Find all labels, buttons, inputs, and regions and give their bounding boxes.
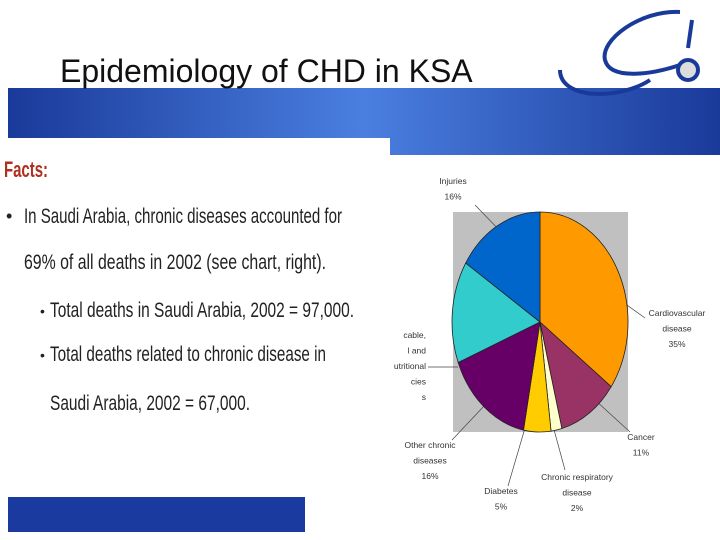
pie-slice xyxy=(539,211,629,388)
slice-label: cable, xyxy=(403,330,426,340)
slice-label: cies xyxy=(411,377,426,387)
fact-line: In Saudi Arabia, chronic diseases accoun… xyxy=(24,205,342,228)
content-area xyxy=(0,138,390,498)
pie-slice xyxy=(539,320,612,430)
pie-slice xyxy=(465,211,541,323)
slice-label: disease xyxy=(562,488,592,498)
slice-label: Other chronic xyxy=(404,440,456,450)
leader-lines xyxy=(428,204,646,487)
value-label: 2% xyxy=(571,503,584,513)
slice-label: Injuries xyxy=(439,176,466,186)
fact-line: Saudi Arabia, 2002 = 67,000. xyxy=(50,392,250,415)
slice-label: diseases xyxy=(413,456,447,466)
value-label: 11% xyxy=(633,448,650,458)
value-label: 16% xyxy=(421,471,438,481)
slice-label: disease xyxy=(662,324,692,334)
facts-heading: Facts: xyxy=(4,157,48,182)
slice-label: utritional xyxy=(394,361,426,371)
bullet: • xyxy=(6,206,12,226)
slice-label: Cancer xyxy=(627,432,655,442)
fact-line: Total deaths in Saudi Arabia, 2002 = 97,… xyxy=(50,299,354,322)
value-label: 5% xyxy=(495,502,508,512)
value-label: 16% xyxy=(444,192,461,202)
value-label: 35% xyxy=(668,339,685,349)
pie-chart: Cardiovascular disease 35% Cancer 11% Chronic… xyxy=(394,176,706,513)
facts: Facts: • In Saudi Arabia, chronic diseas… xyxy=(4,157,354,415)
slice-label: Chronic respiratory xyxy=(541,472,614,482)
slide-title: Epidemiology of CHD in KSA xyxy=(60,53,473,89)
fact-line: 69% of all deaths in 2002 (see chart, ri… xyxy=(24,251,326,274)
sub-bullet: • xyxy=(40,303,45,319)
slice-label: l and xyxy=(408,346,427,356)
slice-label: Diabetes xyxy=(484,486,518,496)
stethoscope-icon xyxy=(558,9,700,96)
fact-line: Total deaths related to chronic disease … xyxy=(50,343,326,366)
sub-bullet: • xyxy=(40,347,45,363)
footer-band xyxy=(8,497,305,532)
slice-label: s xyxy=(422,392,426,402)
pie-slice xyxy=(451,262,541,364)
slice-label: Cardiovascular xyxy=(649,308,706,318)
pie-slice xyxy=(457,321,541,431)
